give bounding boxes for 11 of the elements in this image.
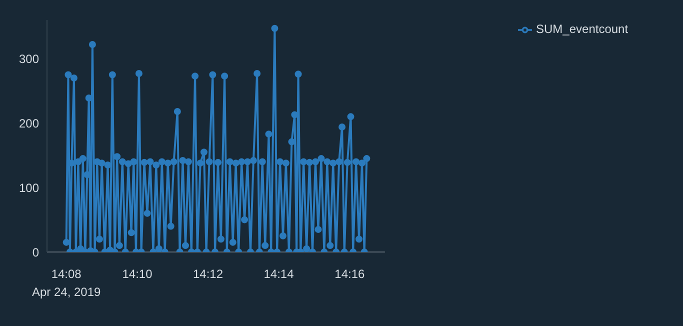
y-tick-label: 200 xyxy=(18,116,40,130)
y-tick-label: 100 xyxy=(18,180,40,195)
y-tick-label: 0 xyxy=(32,245,40,260)
x-tick-label: 14:10 xyxy=(122,267,153,281)
x-tick-label: 14:14 xyxy=(264,267,294,281)
x-tick-label: 14:12 xyxy=(192,267,224,281)
legend-label: SUM_eventcount xyxy=(536,22,628,36)
x-tick-label: 14:16 xyxy=(334,267,366,281)
y-tick-label: 300 xyxy=(18,52,40,66)
x-tick-label: 14:08 xyxy=(51,267,82,281)
text: Apr 24, 2019 xyxy=(32,285,102,299)
